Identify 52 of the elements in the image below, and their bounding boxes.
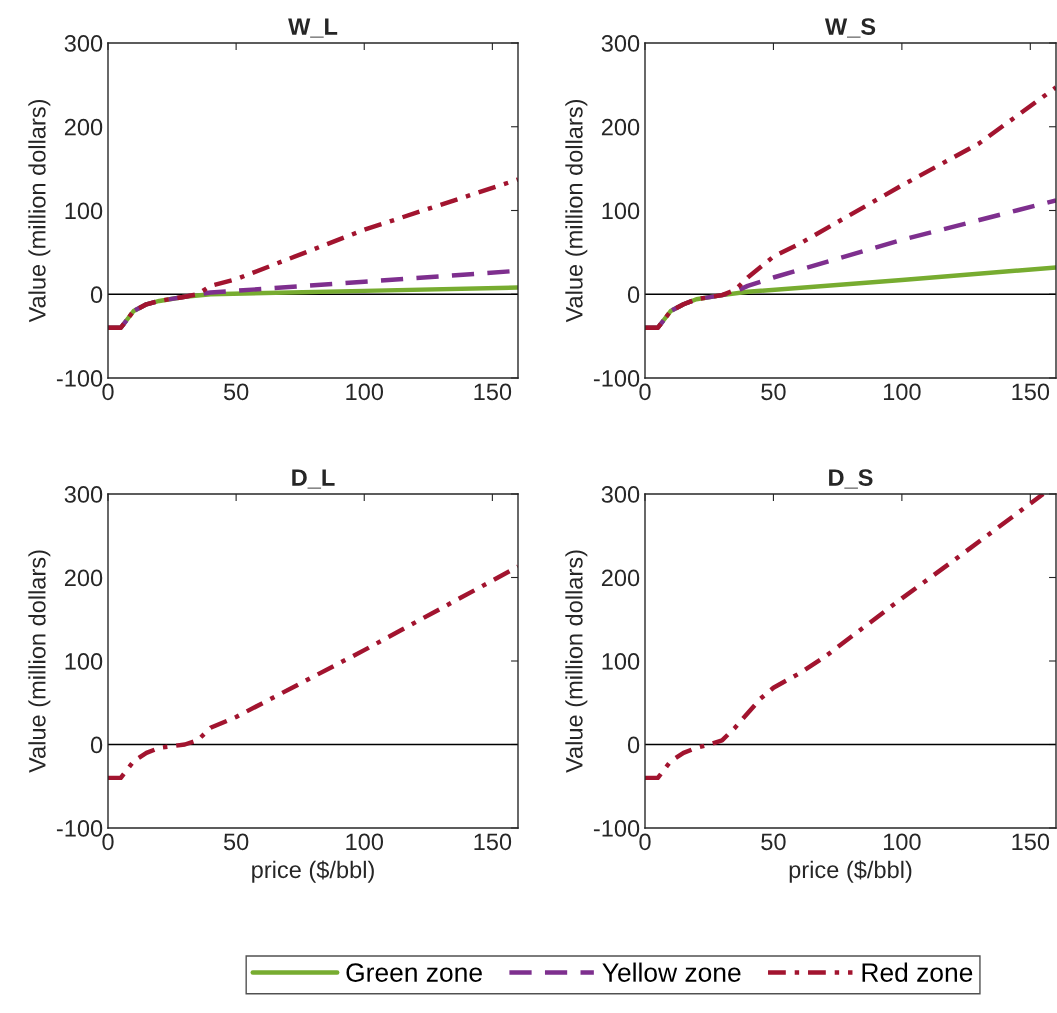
y-tick-label: 100 — [65, 653, 103, 670]
y-tick-label: 0 — [90, 736, 103, 754]
y-tick-label: 0 — [627, 736, 640, 754]
y-tick-label: 300 — [601, 486, 640, 503]
x-tick-label: 50 — [223, 383, 249, 401]
y-tick-label: -100 — [593, 370, 640, 387]
x-tick-label: 150 — [1012, 383, 1050, 401]
x-axis-title: price ($/bbl) — [789, 860, 912, 883]
x-tick-label: 0 — [102, 833, 114, 851]
y-axis-title: Value (million dollars) — [28, 99, 51, 323]
y-tick-label: -100 — [56, 370, 103, 387]
x-tick-label: 0 — [639, 383, 651, 401]
x-tick-label: 50 — [223, 833, 249, 851]
x-tick-label: 100 — [346, 833, 384, 851]
line-series — [645, 494, 1046, 781]
x-tick-label: 150 — [474, 833, 512, 851]
y-tick-label: 300 — [601, 35, 640, 52]
y-tick-label: 200 — [64, 118, 103, 136]
x-tick-label: 100 — [883, 383, 921, 401]
chart-title: D_L — [292, 469, 335, 489]
y-axis-title: Value (million dollars) — [28, 550, 51, 773]
y-tick-label: 100 — [602, 653, 640, 670]
chart-title: W_S — [824, 18, 876, 38]
x-tick-label: 150 — [474, 383, 512, 401]
y-axis-title: Value (million dollars) — [565, 550, 588, 773]
y-tick-label: 200 — [64, 569, 103, 587]
y-tick-label: 100 — [602, 202, 640, 220]
x-tick-label: 0 — [639, 833, 651, 851]
y-tick-label: -100 — [56, 820, 103, 837]
x-tick-label: 100 — [346, 383, 384, 401]
x-axis-title: price ($/bbl) — [252, 860, 374, 883]
x-tick-label: 50 — [761, 383, 786, 401]
y-tick-label: 0 — [627, 286, 640, 304]
y-tick-label: 300 — [64, 35, 103, 52]
y-tick-label: 200 — [601, 118, 640, 136]
y-tick-label: 200 — [601, 569, 640, 587]
y-tick-label: 300 — [64, 486, 103, 503]
legend-label: Green zone — [346, 963, 482, 982]
x-tick-label: 50 — [761, 833, 786, 851]
x-tick-label: 150 — [1012, 833, 1050, 851]
y-axis-title: Value (million dollars) — [565, 99, 588, 323]
x-tick-label: 100 — [883, 833, 921, 851]
y-tick-label: -100 — [593, 820, 640, 837]
legend-label: Red zone — [862, 962, 973, 982]
y-tick-label: 100 — [65, 202, 103, 220]
line-series — [645, 85, 1056, 330]
chart-title: D_S — [829, 469, 873, 489]
line-series — [108, 177, 518, 330]
x-tick-label: 0 — [102, 383, 114, 401]
y-tick-label: 0 — [90, 286, 103, 304]
legend-label: Yellow zone — [602, 962, 741, 982]
chart-title: W_L — [288, 18, 338, 38]
